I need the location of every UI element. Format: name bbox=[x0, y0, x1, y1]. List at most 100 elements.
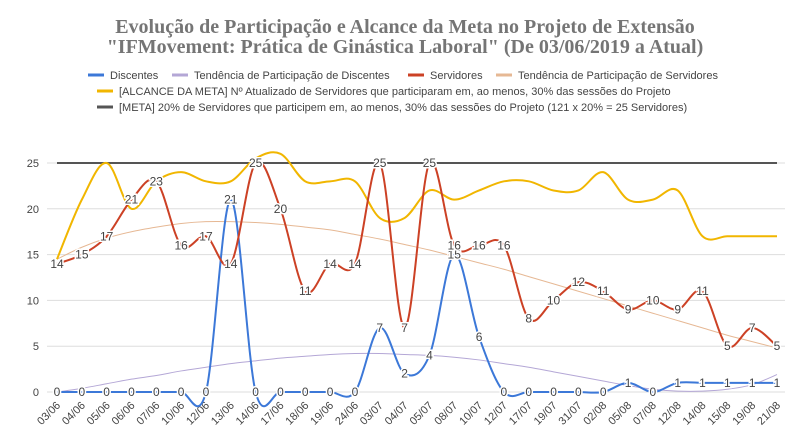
data-label: 2 bbox=[401, 367, 408, 381]
data-label: 0 bbox=[78, 385, 85, 399]
data-label: 9 bbox=[674, 303, 681, 317]
data-label: 0 bbox=[650, 385, 657, 399]
x-tick-label: 19/06 bbox=[308, 400, 336, 428]
x-tick-label: 19/08 bbox=[730, 400, 758, 428]
x-tick-label: 03/07 bbox=[358, 400, 386, 428]
x-tick-label: 12/07 bbox=[482, 400, 510, 428]
legend-label: Tendência de Participação de Servidores bbox=[518, 70, 718, 82]
data-label: 14 bbox=[224, 257, 238, 271]
data-label: 1 bbox=[774, 376, 781, 390]
x-tick-label: 08/07 bbox=[432, 400, 460, 428]
y-tick-label: 0 bbox=[33, 387, 39, 399]
series-line bbox=[57, 198, 777, 408]
x-tick-label: 17/07 bbox=[507, 400, 535, 428]
data-label: 23 bbox=[150, 174, 164, 188]
data-label: 5 bbox=[774, 339, 781, 353]
x-tick-label: 12/08 bbox=[656, 400, 684, 428]
x-tick-label: 10/07 bbox=[457, 400, 485, 428]
data-label: 1 bbox=[674, 376, 681, 390]
data-label: 7 bbox=[749, 321, 756, 335]
data-label: 1 bbox=[724, 376, 731, 390]
data-label: 4 bbox=[426, 348, 433, 362]
data-label: 7 bbox=[376, 321, 383, 335]
data-label: 1 bbox=[749, 376, 756, 390]
data-label: 20 bbox=[274, 202, 288, 216]
x-tick-label: 12/06 bbox=[184, 400, 212, 428]
data-label: 14 bbox=[348, 257, 362, 271]
legend-label: Servidores bbox=[430, 70, 483, 82]
data-label: 0 bbox=[54, 385, 61, 399]
series-line bbox=[56, 352, 778, 393]
x-tick-label: 24/06 bbox=[333, 400, 361, 428]
data-label: 0 bbox=[277, 385, 284, 399]
x-tick-label: 19/07 bbox=[532, 400, 560, 428]
y-tick-label: 25 bbox=[27, 158, 39, 170]
x-tick-label: 31/07 bbox=[557, 400, 585, 428]
x-tick-label: 05/06 bbox=[85, 400, 113, 428]
data-label: 25 bbox=[249, 156, 263, 170]
data-label: 0 bbox=[128, 385, 135, 399]
legend-label: [META] 20% de Servidores que participem … bbox=[119, 102, 687, 114]
data-label: 15 bbox=[75, 248, 89, 262]
data-label: 1 bbox=[625, 376, 632, 390]
x-tick-label: 05/08 bbox=[606, 400, 634, 428]
x-tick-label: 04/06 bbox=[60, 400, 88, 428]
x-tick-label: 04/07 bbox=[383, 400, 411, 428]
x-tick-label: 07/08 bbox=[631, 400, 659, 428]
data-label: 0 bbox=[327, 385, 334, 399]
data-label: 17 bbox=[100, 229, 114, 243]
data-label: 0 bbox=[600, 385, 607, 399]
x-tick-label: 05/07 bbox=[408, 400, 436, 428]
data-label: 1 bbox=[699, 376, 706, 390]
x-tick-label: 14/06 bbox=[234, 400, 262, 428]
data-label: 14 bbox=[323, 257, 337, 271]
data-label: 10 bbox=[646, 293, 660, 307]
series-line bbox=[56, 160, 778, 349]
data-label: 6 bbox=[476, 330, 483, 344]
data-label: 9 bbox=[625, 303, 632, 317]
data-label: 0 bbox=[103, 385, 110, 399]
data-label: 0 bbox=[252, 385, 259, 399]
x-tick-label: 14/08 bbox=[681, 400, 709, 428]
data-label: 0 bbox=[352, 385, 359, 399]
data-label: 21 bbox=[125, 193, 139, 207]
data-label: 16 bbox=[497, 238, 511, 252]
data-label: 16 bbox=[448, 238, 462, 252]
y-tick-label: 15 bbox=[27, 250, 39, 262]
x-tick-label: 06/06 bbox=[110, 400, 138, 428]
data-label: 5 bbox=[724, 339, 731, 353]
legend-label: Tendência de Participação de Discentes bbox=[194, 70, 390, 82]
data-label: 11 bbox=[597, 284, 610, 298]
x-tick-label: 10/06 bbox=[159, 400, 187, 428]
y-tick-label: 20 bbox=[27, 204, 39, 216]
x-tick-label: 15/08 bbox=[706, 400, 734, 428]
legend-label: Discentes bbox=[110, 70, 159, 82]
data-label: 17 bbox=[199, 229, 213, 243]
chart-title: "IFMovement: Prática de Ginástica Labora… bbox=[107, 36, 704, 58]
data-label: 0 bbox=[501, 385, 508, 399]
data-label: 11 bbox=[696, 284, 709, 298]
chart-title: Evolução de Participação e Alcance da Me… bbox=[115, 16, 695, 38]
data-label: 16 bbox=[472, 238, 486, 252]
y-tick-label: 5 bbox=[33, 341, 39, 353]
x-tick-label: 21/08 bbox=[755, 400, 783, 428]
data-label: 11 bbox=[299, 284, 312, 298]
data-label: 12 bbox=[572, 275, 586, 289]
series-line bbox=[56, 220, 778, 349]
data-label: 0 bbox=[550, 385, 557, 399]
data-label: 21 bbox=[224, 193, 238, 207]
data-label: 0 bbox=[153, 385, 160, 399]
data-label: 16 bbox=[174, 238, 188, 252]
x-tick-label: 07/06 bbox=[134, 400, 162, 428]
data-label: 0 bbox=[575, 385, 582, 399]
x-tick-label: 03/06 bbox=[35, 400, 63, 428]
x-tick-label: 18/06 bbox=[283, 400, 311, 428]
y-tick-label: 10 bbox=[27, 295, 39, 307]
data-label: 25 bbox=[423, 156, 437, 170]
data-label: 7 bbox=[401, 321, 408, 335]
data-label: 0 bbox=[178, 385, 185, 399]
series-line bbox=[56, 151, 777, 260]
data-label: 10 bbox=[547, 293, 561, 307]
legend-label: [ALCANCE DA META] Nº Atualizado de Servi… bbox=[119, 86, 671, 98]
